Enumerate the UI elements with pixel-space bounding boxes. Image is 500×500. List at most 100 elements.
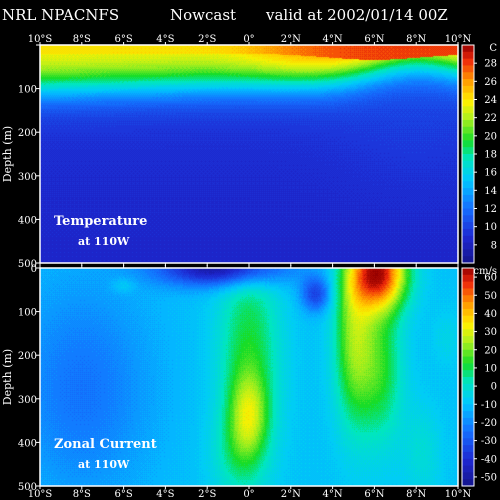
colorbar-tick-label: -20 [481, 418, 497, 429]
panel-sublabel: at 110W [78, 458, 130, 471]
y-tick-label: 300 [18, 172, 37, 183]
y-tick-label: 200 [18, 128, 37, 139]
colorbar-swatch [462, 126, 474, 135]
colorbar-tick-label: 20 [484, 131, 497, 142]
colorbar-frame [461, 267, 475, 487]
colorbar-tick-label: -40 [481, 454, 497, 465]
colorbar-swatch [462, 249, 474, 257]
colorbar-tick-label: -50 [481, 472, 497, 483]
colorbar-tick-label: 28 [484, 59, 497, 70]
colorbar-swatch [462, 119, 474, 128]
panel-sublabel: at 110W [78, 235, 130, 248]
colorbar-swatch [462, 113, 474, 121]
colorbar-swatch [462, 268, 474, 276]
colorbar-tick-label: 20 [484, 345, 497, 356]
colorbar-tick-label: 10 [484, 222, 497, 233]
colorbar-swatch [462, 228, 474, 237]
colorbar-swatch [462, 458, 474, 467]
colorbar-swatch [462, 201, 474, 210]
temperature-panel: 10°S 8°S 6°S 4°S 2°S 0° 2°N 4°N 6°N 8°N 10°N 100 200… [1, 34, 497, 270]
colorbar-swatch [462, 308, 474, 317]
colorbar-swatch [462, 302, 474, 310]
colorbar-tick-label: 0 [491, 382, 497, 393]
colorbar-swatch [462, 85, 474, 94]
colorbar-swatch [462, 431, 474, 439]
colorbar-swatch [462, 383, 474, 392]
colorbar-swatch [462, 174, 474, 182]
valid-time-label: valid at 2002/01/14 00Z [266, 6, 448, 24]
colorbar-tick-label: 18 [484, 150, 497, 161]
colorbar-swatch [462, 256, 474, 264]
panel-label: Temperature [54, 214, 147, 229]
x-tick-label: 0° [243, 34, 254, 45]
y-tick-label: 200 [18, 351, 37, 362]
y-axis-label: Depth (m) [1, 349, 14, 405]
colorbar-swatch [462, 397, 474, 405]
product-label: Nowcast [170, 6, 237, 24]
colorbar-swatch [462, 65, 474, 73]
colorbar-swatch [462, 411, 474, 419]
colorbar-swatch [462, 181, 474, 189]
colorbar-unit: cm/s [473, 266, 497, 277]
colorbar-swatch [462, 194, 474, 203]
figure-header: NRL NPACNFS Nowcast valid at 2002/01/14 … [0, 0, 500, 30]
colorbar-swatch [462, 99, 474, 107]
colorbar-swatch [462, 92, 474, 101]
x-tick-label: 10°N [445, 489, 472, 500]
colorbar-tick-label: 40 [484, 309, 497, 320]
colorbar-swatch [462, 322, 474, 330]
colorbar-swatch [462, 390, 474, 399]
y-tick-label: 100 [18, 85, 37, 96]
x-tick-label: 4°S [156, 489, 174, 500]
colorbar-swatch [462, 288, 474, 296]
y-tick-label: 0 [31, 264, 37, 275]
colorbar-swatch [462, 370, 474, 378]
colorbar-swatch [462, 79, 474, 87]
colorbar-tick-label: 10 [484, 363, 497, 374]
colorbar-swatch [462, 72, 474, 80]
colorbar-swatch [462, 51, 474, 60]
x-tick-label: 8°N [406, 489, 426, 500]
x-tick-label: 6°N [364, 489, 384, 500]
x-tick-label: 10°N [445, 34, 472, 45]
colorbar-swatch [462, 106, 474, 114]
y-axis-label: Depth (m) [1, 126, 14, 182]
colorbar-tick-label: 14 [484, 186, 497, 197]
colorbar-swatch [462, 465, 474, 473]
colorbar-swatch [462, 356, 474, 364]
colorbar-swatch [462, 479, 474, 487]
colorbar-swatch [462, 349, 474, 358]
x-tick-label: 2°S [198, 34, 216, 45]
y-tick-label: 100 [18, 308, 37, 319]
field-raster [40, 45, 458, 263]
colorbar-swatch [462, 472, 474, 480]
x-tick-label: 0° [243, 489, 254, 500]
colorbar-swatch [462, 342, 474, 351]
colorbar-swatch [462, 404, 474, 412]
colorbar-swatch [462, 451, 474, 460]
panel-label: Zonal Current [54, 437, 157, 452]
x-tick-label: 8°N [406, 34, 426, 45]
colorbar-swatch [462, 281, 474, 290]
colorbar-swatch [462, 295, 474, 303]
y-tick-label: 500 [18, 259, 37, 270]
colorbar-tick-label: 60 [484, 273, 497, 284]
colorbar-tick-label: 26 [484, 77, 497, 88]
x-tick-label: 2°N [281, 34, 301, 45]
x-tick-label: 6°S [114, 34, 132, 45]
colorbar-swatch [462, 363, 474, 371]
colorbar-swatch [462, 58, 474, 67]
colorbar-swatch [462, 377, 474, 385]
colorbar-tick-label: 12 [484, 204, 497, 215]
zonal-current-panel: 10°S 8°S 6°S 4°S 2°S 0° 2°N 4°N 6°N 8°N 10°N010020… [1, 264, 497, 500]
colorbar-swatch [462, 438, 474, 446]
colorbar-swatch [462, 315, 474, 324]
colorbar-swatch [462, 274, 474, 283]
colorbar-swatch [462, 222, 474, 230]
source-label: NRL NPACNFS [2, 6, 120, 24]
colorbar-tick-label: 8 [491, 240, 497, 251]
colorbar-swatch [462, 133, 474, 141]
x-tick-label: 8°S [73, 34, 91, 45]
x-tick-label: 2°S [198, 489, 216, 500]
y-tick-label: 300 [18, 395, 37, 406]
